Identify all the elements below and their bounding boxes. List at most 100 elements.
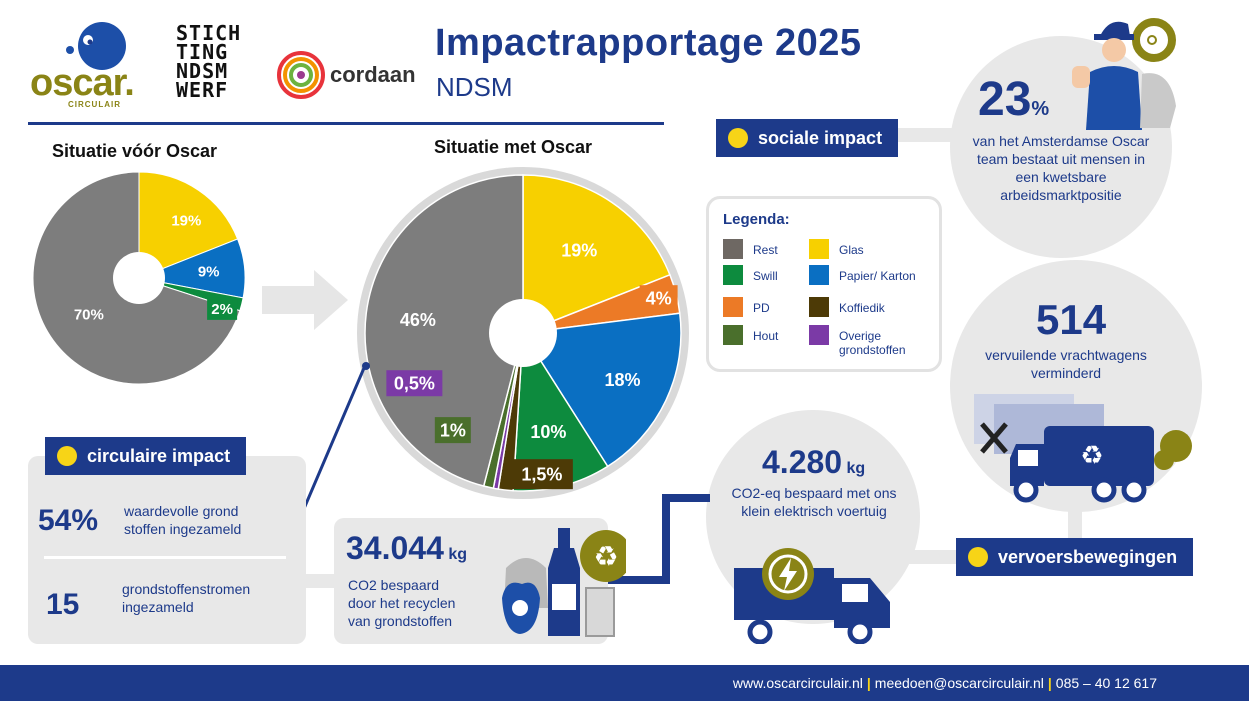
electric-truck-icon bbox=[734, 568, 890, 644]
legend-swatch bbox=[723, 239, 743, 259]
legend-swatch bbox=[809, 265, 829, 285]
legend-label: Swill bbox=[753, 269, 778, 283]
legend-label: Papier/ Karton bbox=[839, 269, 916, 283]
page-subtitle: NDSM bbox=[436, 72, 513, 102]
oscar-logo-subtext: CIRCULAIR bbox=[68, 100, 121, 109]
footer-separator: | bbox=[1047, 675, 1052, 691]
oscar-logo bbox=[28, 12, 168, 112]
pie-label-box bbox=[386, 370, 443, 397]
stichting-logo-line: STICH bbox=[176, 21, 242, 45]
tag-circulaire-impact: circulaire impact bbox=[45, 437, 247, 475]
pie-after-title: Situatie met Oscar bbox=[434, 137, 593, 157]
pie-hole bbox=[113, 252, 165, 304]
pie-chart-after: 19% 4% 18% 10% 1,5% 0,5% 1% 46% bbox=[357, 167, 689, 499]
recycling-value: 34.044 bbox=[346, 530, 444, 566]
legend-label: Rest bbox=[753, 243, 778, 257]
legend-swatch bbox=[809, 325, 829, 345]
pie-chart-before: 19% 9% 2% 70% bbox=[32, 171, 246, 385]
bullet-icon bbox=[57, 446, 77, 466]
co2-vehicle-value-wrap: 4.280 kg bbox=[762, 444, 865, 481]
pie-data-label: 9% bbox=[198, 264, 220, 281]
header-divider bbox=[28, 122, 664, 125]
footer-contact: www.oscarcirculair.nl | meedoen@oscarcircu… bbox=[733, 675, 1157, 691]
trucks-value: 514 bbox=[1036, 296, 1107, 343]
circulaire-impact-panel bbox=[28, 456, 306, 644]
pie-slice bbox=[364, 174, 524, 487]
pie-label-box bbox=[510, 459, 573, 490]
recycling-desc: CO2 bespaard door het recyclen van grond… bbox=[348, 577, 456, 629]
legend-label: Overige grondstoffen bbox=[839, 329, 906, 357]
social-impact-desc: van het Amsterdamse Oscar team bestaat u… bbox=[972, 133, 1150, 203]
connector-line bbox=[890, 128, 960, 142]
pie-hole bbox=[489, 299, 557, 367]
stichting-logo-line: NDSM bbox=[176, 59, 229, 83]
tag-label: vervoersbewegingen bbox=[998, 547, 1178, 567]
cordaan-logo-text: cordaan bbox=[330, 62, 416, 87]
footer-email-link[interactable]: meedoen@oscarcirculair.nl bbox=[874, 675, 1044, 691]
footer-website-link[interactable]: www.oscarcirculair.nl bbox=[732, 675, 863, 691]
social-impact-value: 23 bbox=[978, 73, 1032, 126]
truck-recycling-icon: ♻ bbox=[974, 394, 1192, 503]
trucks-desc: vervuilende vrachtwagens verminderd bbox=[985, 347, 1147, 381]
tag-label: circulaire impact bbox=[87, 446, 231, 466]
pie-data-label: 46% bbox=[400, 310, 436, 330]
footer-separator: | bbox=[866, 675, 871, 691]
panel-divider bbox=[44, 556, 286, 559]
legend-swatch bbox=[809, 297, 829, 317]
cordaan-logo-icon bbox=[277, 51, 325, 99]
pie-slice bbox=[521, 312, 682, 468]
pie-data-label: 10% bbox=[530, 422, 566, 442]
pie-label-box bbox=[639, 285, 678, 312]
svg-text:♻: ♻ bbox=[1080, 440, 1103, 470]
worker-illustration-icon bbox=[1072, 18, 1176, 130]
pie-data-label: 70% bbox=[74, 307, 104, 324]
legend-label: PD bbox=[753, 301, 770, 315]
oscar-logo-mark-icon bbox=[66, 22, 126, 70]
recycling-value-wrap: 34.044 kg bbox=[346, 530, 467, 567]
connector-line bbox=[905, 550, 965, 564]
recycling-items-icon: ♻ bbox=[502, 528, 626, 637]
pie-data-label: 19% bbox=[561, 241, 597, 261]
social-impact-unit: % bbox=[1031, 98, 1050, 120]
pie-label-box bbox=[207, 297, 238, 320]
bullet-icon bbox=[728, 128, 748, 148]
legend: Legenda: Rest Glas Swill Papier/ Karton PD Ko… bbox=[706, 196, 942, 372]
pie-data-label: 1,5% bbox=[521, 464, 562, 484]
legend-swatch bbox=[809, 239, 829, 259]
page-title: Impactrapportage 2025 bbox=[435, 22, 862, 64]
tag-vervoersbewegingen: vervoersbewegingen bbox=[956, 538, 1194, 576]
oscar-logo-text: oscar. bbox=[30, 62, 135, 104]
circulair-stat1-desc: waardevolle grond stoffen ingezameld bbox=[124, 503, 242, 537]
legend-swatch bbox=[723, 265, 743, 285]
co2-vehicle-value: 4.280 bbox=[762, 444, 843, 480]
co2-vehicle-unit: kg bbox=[846, 460, 866, 477]
tag-sociale-impact: sociale impact bbox=[716, 119, 899, 157]
footer: www.oscarcirculair.nl | meedoen@oscarcircu… bbox=[0, 665, 1249, 701]
legend-swatch bbox=[723, 325, 743, 345]
pie-data-label: 1% bbox=[440, 420, 466, 440]
legend-title: Legenda: bbox=[723, 211, 790, 228]
pie-label-box bbox=[434, 417, 471, 444]
social-impact-value-wrap: 23% bbox=[978, 72, 1049, 127]
svg-text:♻: ♻ bbox=[593, 541, 618, 572]
legend-label: Koffiedik bbox=[839, 301, 885, 315]
pie-slice bbox=[138, 171, 239, 279]
tag-label: sociale impact bbox=[758, 128, 883, 148]
circulair-stat2-value: 15 bbox=[46, 588, 80, 621]
legend-swatch bbox=[723, 297, 743, 317]
pie-data-label: 0,5% bbox=[394, 374, 435, 394]
arrow-right-icon bbox=[262, 270, 348, 330]
connector-line bbox=[306, 574, 336, 588]
stichting-ndsm-logo: STICH TING NDSM WERF bbox=[176, 21, 242, 102]
bullet-icon bbox=[968, 547, 988, 567]
recycling-unit: kg bbox=[448, 546, 467, 563]
stichting-logo-line: WERF bbox=[176, 78, 229, 102]
pie-data-label: 2% bbox=[211, 301, 233, 318]
co2-vehicle-desc: CO2-eq bespaard met ons klein elektrisch… bbox=[731, 485, 897, 519]
footer-phone: 085 – 40 12 617 bbox=[1055, 675, 1157, 691]
pie-data-label: 4% bbox=[646, 288, 672, 308]
legend-label: Glas bbox=[839, 243, 864, 257]
pie-before-title: Situatie vóór Oscar bbox=[52, 141, 218, 161]
stichting-logo-line: TING bbox=[176, 40, 229, 64]
pie-data-label: 18% bbox=[605, 370, 641, 390]
